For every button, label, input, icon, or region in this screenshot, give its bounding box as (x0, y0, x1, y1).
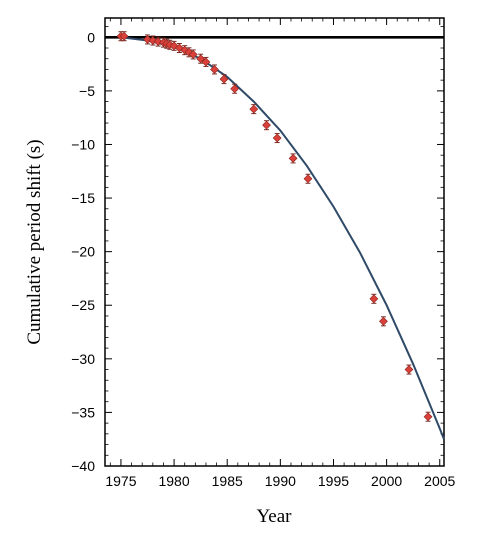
data-point (175, 43, 184, 54)
data-point (230, 83, 240, 94)
y-tick-label: 0 (87, 29, 95, 45)
x-tick-label: 1990 (265, 473, 296, 489)
data-point (119, 31, 129, 42)
y-axis-label: Cumulative period shift (s) (24, 139, 45, 344)
data-point (262, 120, 271, 131)
x-tick-label: 1995 (318, 473, 349, 489)
x-tick-label: 1975 (105, 473, 136, 489)
data-point (188, 49, 198, 60)
data-point (210, 64, 219, 75)
x-tick-label: 1985 (212, 473, 243, 489)
fit-curve (120, 36, 445, 440)
x-tick-label: 2000 (371, 473, 402, 489)
data-point (196, 53, 206, 64)
data-point (404, 364, 414, 375)
data-point (219, 74, 229, 85)
data-point (272, 133, 282, 144)
x-tick-label: 1980 (158, 473, 189, 489)
data-point (148, 35, 158, 46)
data-point (249, 104, 259, 115)
y-tick-label: −15 (71, 190, 95, 206)
data-point (303, 173, 313, 184)
y-tick-label: −20 (71, 244, 95, 260)
x-tick-label: 2005 (424, 473, 455, 489)
plot-frame (104, 17, 445, 467)
y-tick-label: −25 (71, 297, 95, 313)
data-point (201, 56, 211, 67)
data-points (116, 31, 433, 422)
data-point (423, 411, 433, 422)
y-tick-label: −40 (71, 458, 95, 474)
data-point (379, 316, 388, 327)
y-tick-label: −30 (71, 351, 95, 367)
tick-labels: 1975 1980 1985 1990 1995 2000 2005 0 −5 −10 −15 −20… (71, 29, 455, 489)
data-point (369, 293, 379, 304)
y-tick-label: −35 (71, 404, 95, 420)
y-tick-label: −5 (79, 83, 95, 99)
data-point (288, 153, 298, 164)
y-tick-label: −10 (71, 136, 95, 152)
axis-ticks (105, 18, 444, 467)
x-axis-label: Year (256, 506, 292, 527)
